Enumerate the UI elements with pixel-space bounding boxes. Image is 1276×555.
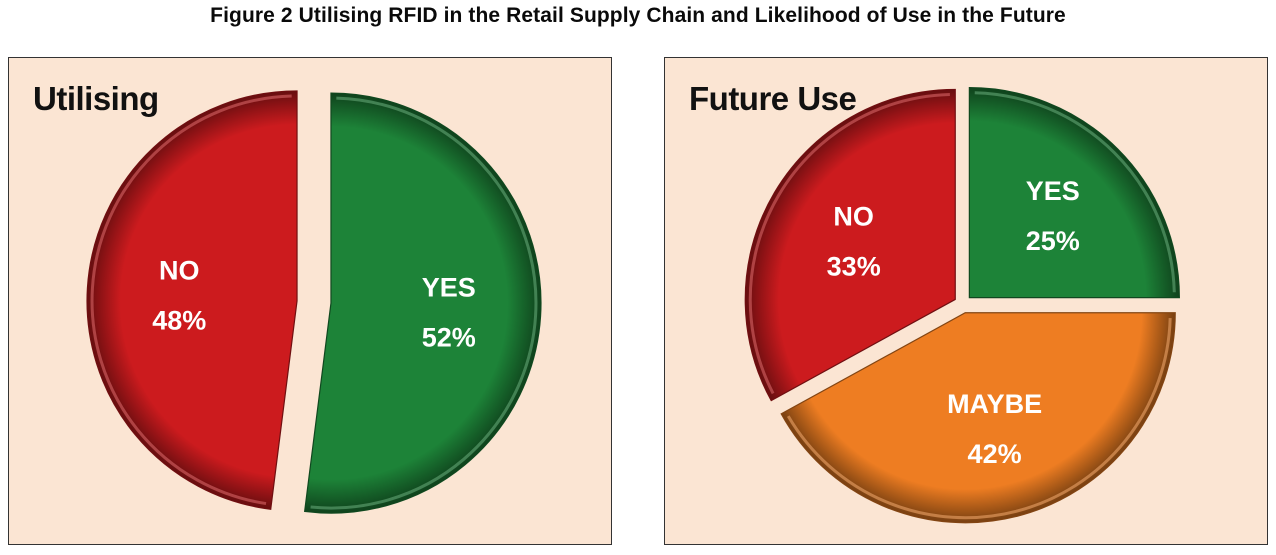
future-use-slice-no-rim	[748, 92, 950, 395]
future-use-slice-maybe-rim	[786, 318, 1172, 520]
future-use-slice-yes-rim	[974, 91, 1176, 293]
future-use-slice-maybe	[780, 312, 1176, 524]
utilising-slice-yes-rim	[310, 96, 538, 510]
future-use-slice-maybe-value-label: 42%	[968, 439, 1022, 469]
utilising-slice-no-label: NO	[159, 256, 200, 286]
figure-title: Figure 2 Utilising RFID in the Retail Su…	[210, 4, 1066, 27]
future-use-chart-panel: Future Use YES 25% MAYBE 42% NO 33%	[664, 57, 1268, 545]
future-use-slice-no-label: NO	[833, 201, 874, 231]
future-use-chart-title: Future Use	[689, 80, 857, 117]
utilising-chart-title: Utilising	[33, 80, 159, 117]
utilising-slice-yes-label: YES	[422, 272, 476, 302]
utilising-slice-yes-value-label: 52%	[422, 322, 476, 352]
future-use-slice-no-value-label: 33%	[827, 251, 881, 281]
future-use-slice-maybe-label: MAYBE	[947, 389, 1042, 419]
utilising-pie-chart: YES 52% NO 48%	[86, 90, 542, 514]
future-use-slice-yes-label: YES	[1026, 176, 1080, 206]
utilising-slice-no-rim	[90, 94, 292, 506]
utilising-chart-panel: Utilising YES 52% NO 48%	[8, 57, 612, 545]
future-use-pie-chart: YES 25% MAYBE 42% NO 33%	[744, 87, 1180, 524]
utilising-slice-yes	[303, 92, 542, 514]
future-use-slice-yes	[968, 87, 1180, 299]
utilising-slice-no-value-label: 48%	[152, 306, 206, 336]
future-use-slice-yes-value-label: 25%	[1026, 226, 1080, 256]
utilising-slice-no	[86, 90, 298, 510]
